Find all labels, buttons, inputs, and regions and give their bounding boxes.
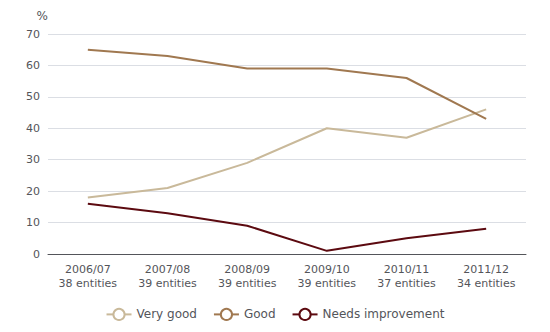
svg-text:2010/11: 2010/11 — [384, 263, 430, 276]
svg-text:70: 70 — [26, 28, 40, 41]
svg-text:40: 40 — [26, 122, 40, 135]
svg-text:2011/12: 2011/12 — [463, 263, 509, 276]
svg-text:60: 60 — [26, 59, 40, 72]
svg-text:39 entities: 39 entities — [138, 277, 197, 290]
svg-text:Good: Good — [244, 307, 276, 321]
svg-text:2009/10: 2009/10 — [304, 263, 350, 276]
svg-text:Very good: Very good — [137, 307, 197, 321]
svg-text:39 entities: 39 entities — [298, 277, 357, 290]
svg-text:Needs improvement: Needs improvement — [323, 307, 445, 321]
svg-text:34 entities: 34 entities — [457, 277, 516, 290]
svg-text:2008/09: 2008/09 — [224, 263, 270, 276]
svg-text:20: 20 — [26, 185, 40, 198]
svg-text:50: 50 — [26, 90, 40, 103]
svg-text:38 entities: 38 entities — [59, 277, 118, 290]
svg-text:30: 30 — [26, 153, 40, 166]
svg-text:37 entities: 37 entities — [377, 277, 436, 290]
svg-text:2007/08: 2007/08 — [145, 263, 191, 276]
svg-text:0: 0 — [33, 248, 40, 261]
svg-text:10: 10 — [26, 216, 40, 229]
svg-text:%: % — [37, 9, 48, 23]
svg-text:39 entities: 39 entities — [218, 277, 277, 290]
svg-text:2006/07: 2006/07 — [65, 263, 111, 276]
